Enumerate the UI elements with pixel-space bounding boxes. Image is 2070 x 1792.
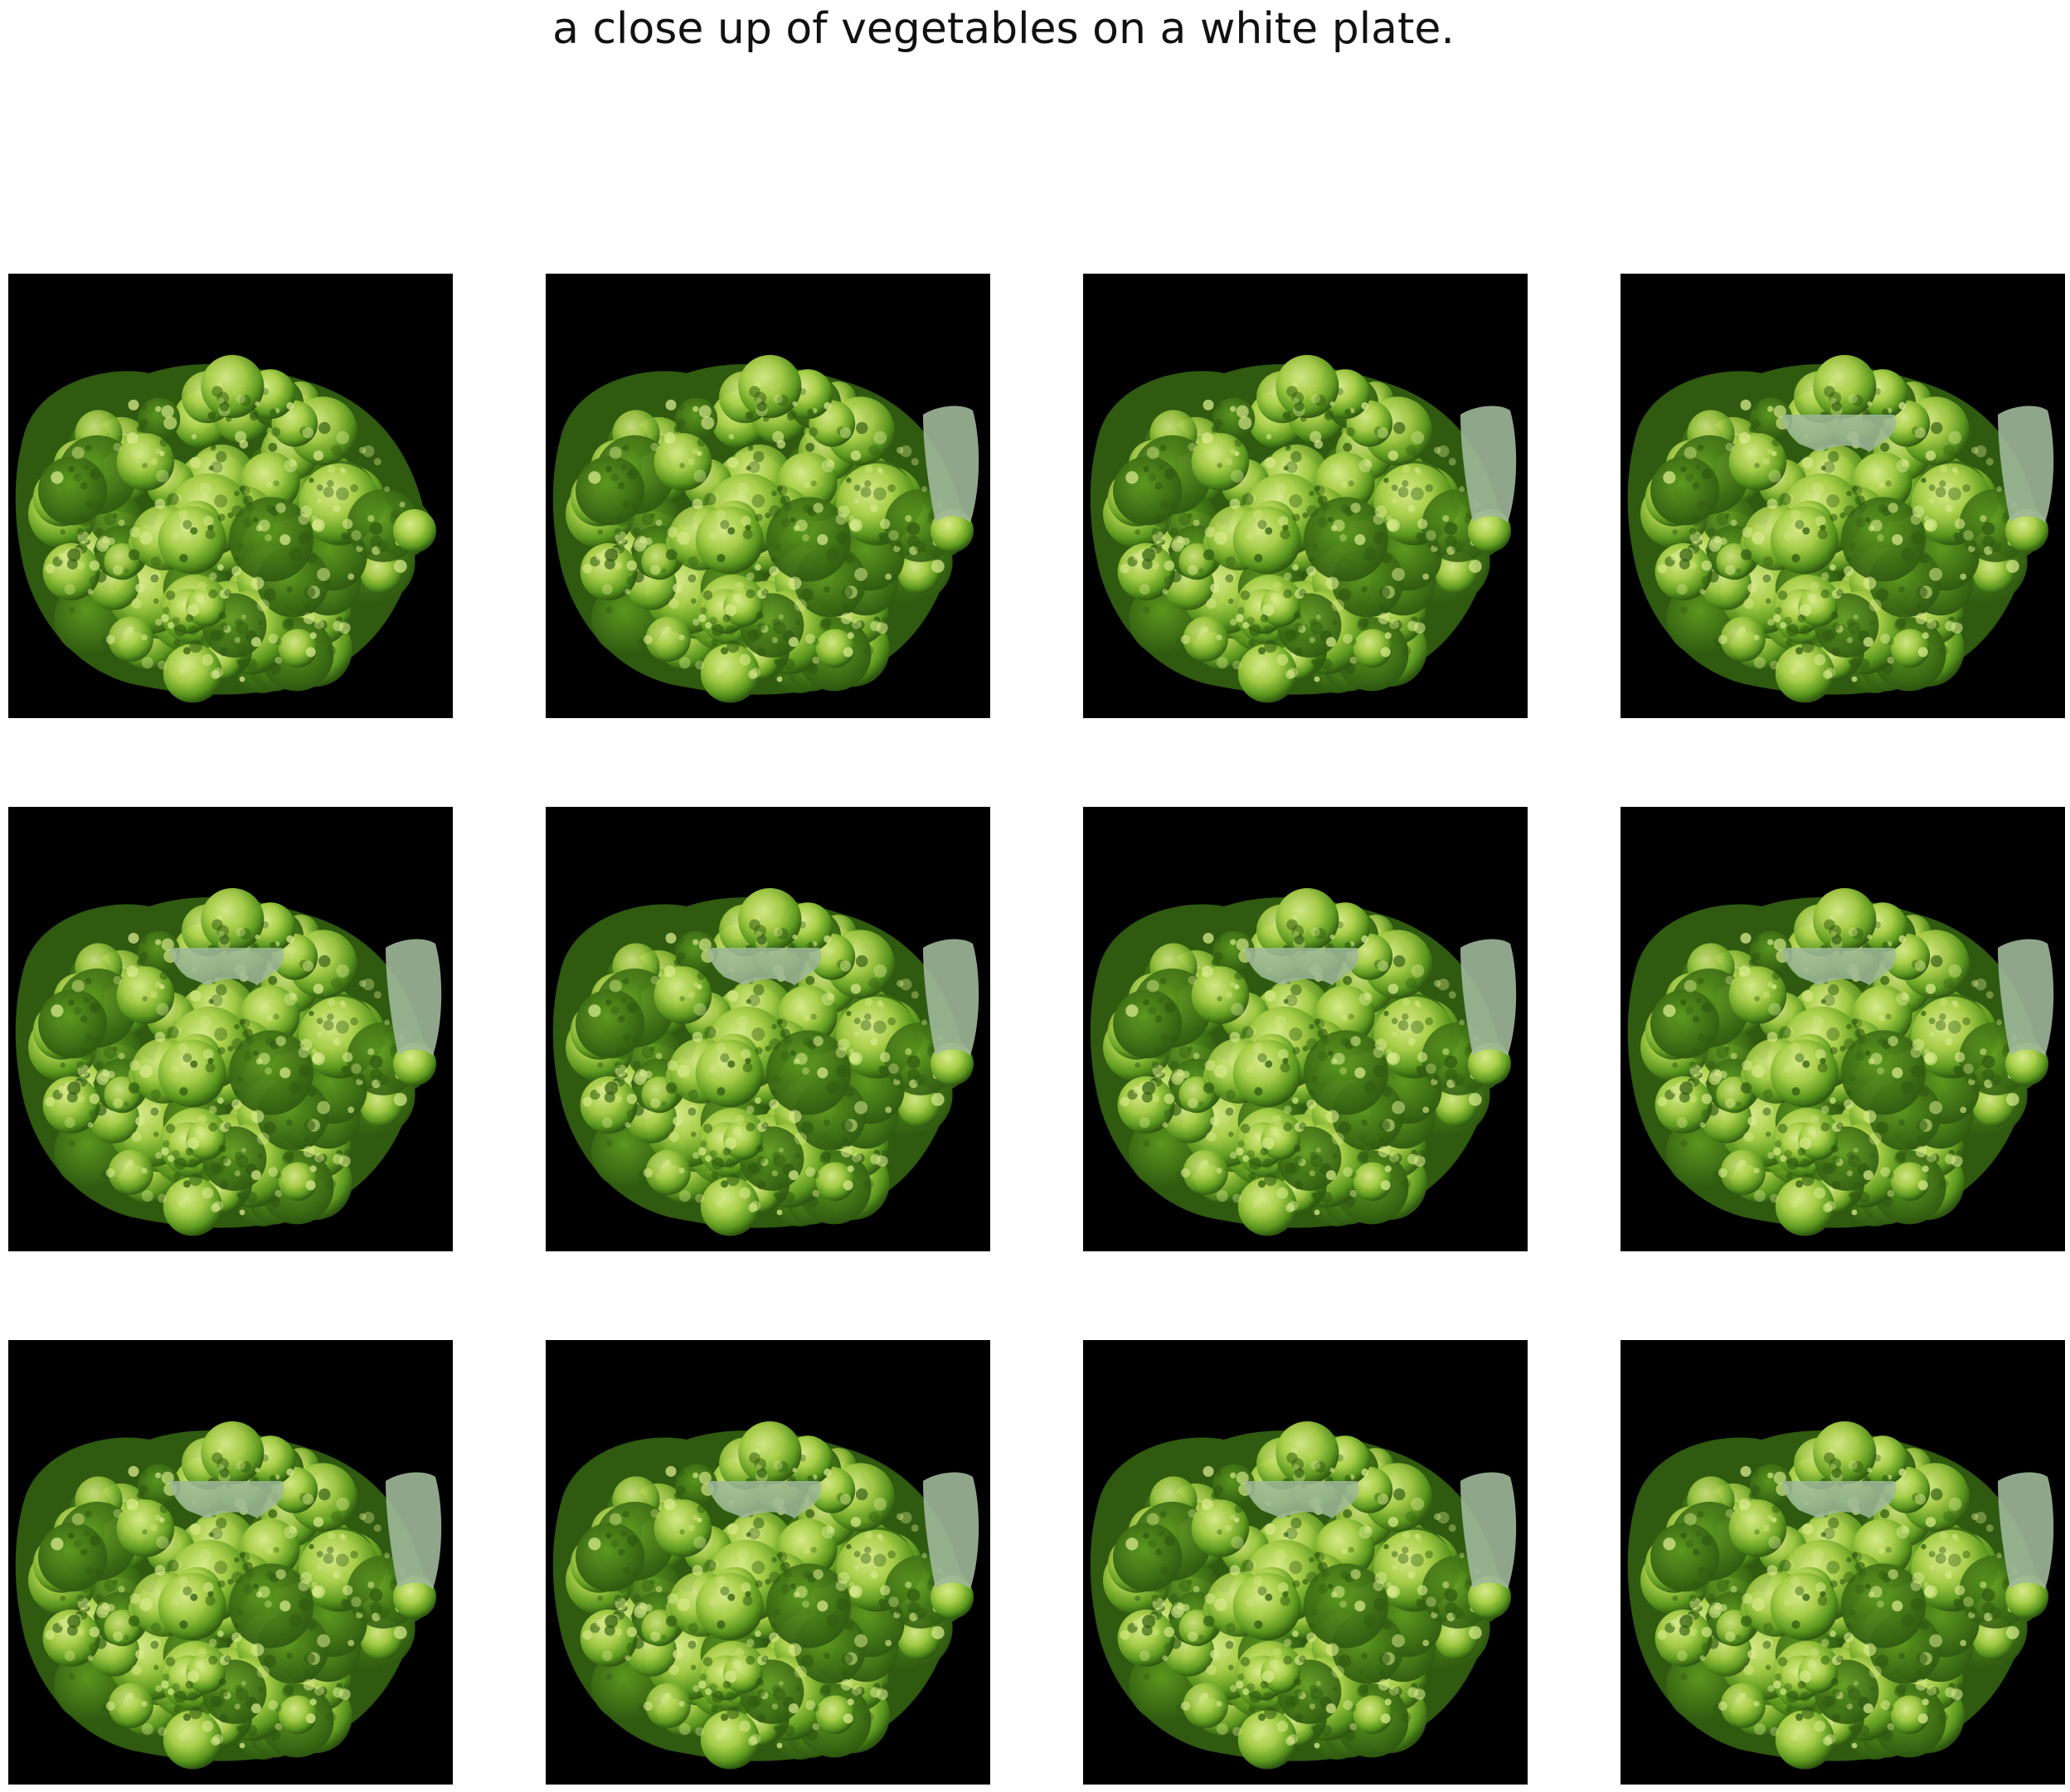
broccoli-image [1083, 1340, 1528, 1785]
broccoli-image [1083, 274, 1528, 718]
broccoli-side-floret [1468, 1576, 1511, 1619]
broccoli-florets [28, 355, 420, 703]
broccoli-side-stalk [1998, 406, 2054, 522]
image-panel-3 [1083, 274, 1528, 718]
broccoli-florets [1640, 1421, 2033, 1770]
image-panel-4 [1621, 274, 2065, 718]
image-panel-12 [1621, 1340, 2065, 1785]
image-panel-10 [546, 1340, 990, 1785]
broccoli-florets [28, 1421, 420, 1770]
image-panel-5 [8, 807, 453, 1251]
broccoli-top-stalk [707, 948, 821, 985]
broccoli-side-stalk [1460, 406, 1517, 522]
broccoli-florets [1640, 888, 2033, 1236]
broccoli-florets [566, 1421, 958, 1770]
broccoli-top-stalk [170, 948, 284, 985]
image-panel-11 [1083, 1340, 1528, 1785]
broccoli-side-floret [931, 509, 974, 552]
broccoli-side-stalk [923, 939, 979, 1056]
broccoli-image [8, 274, 453, 718]
broccoli-image [1621, 1340, 2065, 1785]
image-grid [8, 274, 2065, 1785]
image-caption: a close up of vegetables on a white plat… [552, 4, 1455, 54]
broccoli-image [1083, 807, 1528, 1251]
image-panel-1 [8, 274, 453, 718]
image-panel-9 [8, 1340, 453, 1785]
broccoli-florets [1103, 1421, 1495, 1770]
broccoli-side-stalk [923, 406, 979, 522]
image-panel-6 [546, 807, 990, 1251]
broccoli-image [546, 274, 990, 718]
broccoli-side-floret [393, 1576, 436, 1619]
broccoli-image [1621, 807, 2065, 1251]
broccoli-side-floret [2005, 509, 2048, 552]
image-panel-8 [1621, 807, 2065, 1251]
broccoli-top-stalk [707, 1481, 821, 1518]
broccoli-side-floret [2005, 1576, 2048, 1619]
broccoli-top-stalk [1782, 1481, 1896, 1518]
broccoli-top-stalk [1245, 948, 1358, 985]
broccoli-side-stalk [1460, 1472, 1517, 1589]
broccoli-image [8, 1340, 453, 1785]
broccoli-side-floret [2005, 1042, 2048, 1085]
broccoli-image [1621, 274, 2065, 718]
broccoli-side-floret [393, 1042, 436, 1085]
broccoli-florets [1103, 355, 1495, 703]
broccoli-florets [1640, 355, 2033, 703]
broccoli-side-floret [931, 1576, 974, 1619]
broccoli-side-floret [1468, 509, 1511, 552]
image-panel-7 [1083, 807, 1528, 1251]
broccoli-side-stalk [1998, 939, 2054, 1056]
broccoli-side-stalk [923, 1472, 979, 1589]
broccoli-florets [566, 355, 958, 703]
broccoli-top-stalk [1782, 948, 1896, 985]
broccoli-side-stalk [1460, 939, 1517, 1056]
broccoli-side-stalk [1998, 1472, 2054, 1589]
broccoli-image [546, 807, 990, 1251]
broccoli-side-floret [931, 1042, 974, 1085]
image-panel-2 [546, 274, 990, 718]
broccoli-image [546, 1340, 990, 1785]
broccoli-top-stalk [1782, 415, 1896, 452]
broccoli-side-floret [393, 509, 436, 552]
broccoli-top-stalk [170, 1481, 284, 1518]
broccoli-top-stalk [1245, 1481, 1358, 1518]
broccoli-side-stalk [386, 939, 442, 1056]
broccoli-side-stalk [386, 1472, 442, 1589]
broccoli-side-floret [1468, 1042, 1511, 1085]
broccoli-image [8, 807, 453, 1251]
